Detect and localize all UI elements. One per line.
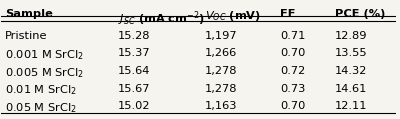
Text: 15.28: 15.28 [118, 31, 150, 41]
Text: 1,266: 1,266 [205, 48, 237, 58]
Text: 0.71: 0.71 [280, 31, 305, 41]
Text: $V_{OC}$ (mV): $V_{OC}$ (mV) [205, 9, 261, 23]
Text: 0.70: 0.70 [280, 101, 305, 111]
Text: 12.11: 12.11 [335, 101, 368, 111]
Text: 1,278: 1,278 [205, 84, 237, 94]
Text: 15.37: 15.37 [118, 48, 150, 58]
Text: 1,197: 1,197 [205, 31, 237, 41]
Text: Pristine: Pristine [5, 31, 48, 41]
Text: 1,278: 1,278 [205, 66, 237, 76]
Text: 1,163: 1,163 [205, 101, 237, 111]
Text: 0.70: 0.70 [280, 48, 305, 58]
Text: 14.32: 14.32 [335, 66, 368, 76]
Text: 0.01 M SrCl$_2$: 0.01 M SrCl$_2$ [5, 84, 77, 97]
Text: 14.61: 14.61 [335, 84, 368, 94]
Text: 0.005 M SrCl$_2$: 0.005 M SrCl$_2$ [5, 66, 84, 80]
Text: 0.72: 0.72 [280, 66, 305, 76]
Text: PCE (%): PCE (%) [335, 9, 386, 19]
Text: FF: FF [280, 9, 295, 19]
Text: 0.001 M SrCl$_2$: 0.001 M SrCl$_2$ [5, 48, 84, 62]
Text: 15.67: 15.67 [118, 84, 150, 94]
Text: 0.05 M SrCl$_2$: 0.05 M SrCl$_2$ [5, 101, 77, 115]
Text: Sample: Sample [5, 9, 53, 19]
Text: 0.73: 0.73 [280, 84, 305, 94]
Text: $J_{SC}$ (mA cm$^{-2}$): $J_{SC}$ (mA cm$^{-2}$) [118, 9, 205, 28]
Text: 12.89: 12.89 [335, 31, 368, 41]
Text: 13.55: 13.55 [335, 48, 368, 58]
Text: 15.02: 15.02 [118, 101, 150, 111]
Text: 15.64: 15.64 [118, 66, 150, 76]
